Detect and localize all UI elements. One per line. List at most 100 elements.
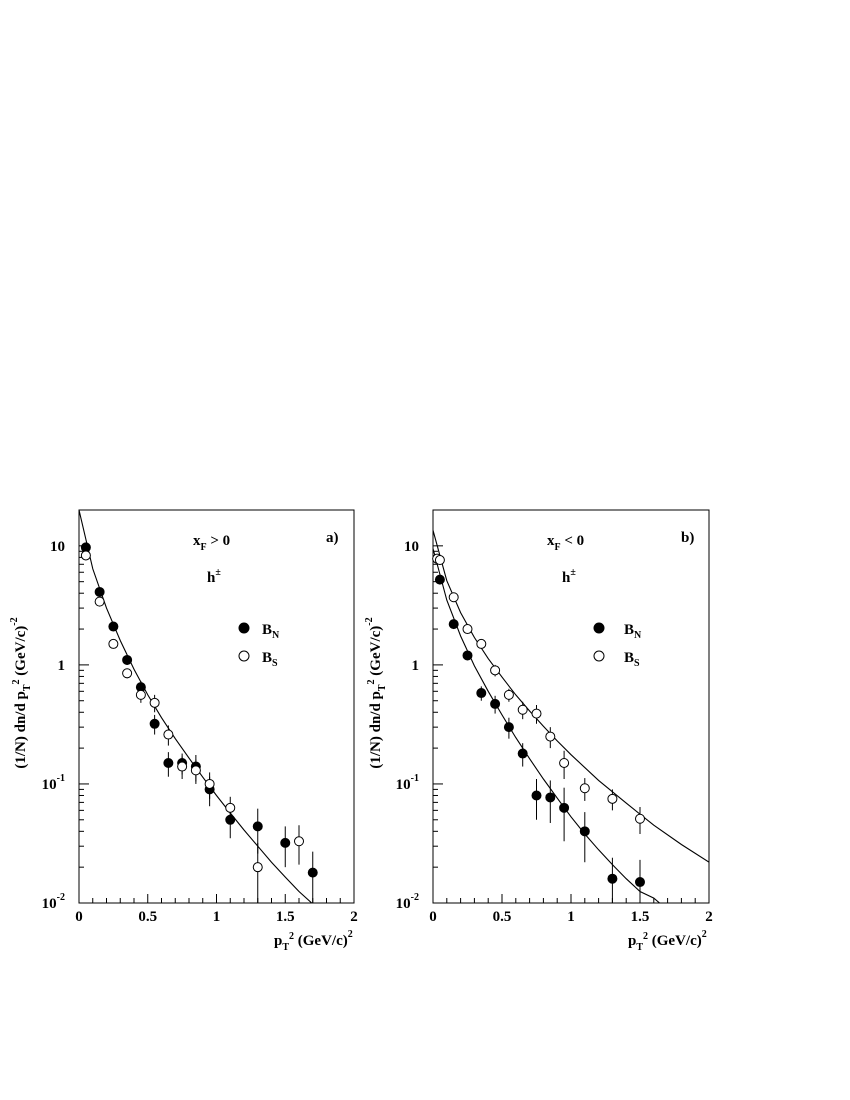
data-point-bs (462, 624, 473, 635)
data-point-bn (476, 688, 487, 699)
data-point-bs (490, 665, 501, 676)
data-point-bs (204, 778, 215, 789)
legend-label-bn-a: BN (262, 622, 280, 641)
x-tick-label: 1 (213, 909, 221, 925)
y-axis-title-a: (1/N) dn/d pT2 (GeV/c)-2 (9, 617, 33, 768)
x-tick-label: 2 (350, 909, 358, 925)
xf-annotation-a: xF > 0 (193, 533, 230, 553)
data-point-bs (149, 697, 160, 708)
legend-marker-filled-a (238, 622, 250, 634)
data-point-bn (307, 867, 318, 878)
y-tick-label: 10-2 (396, 892, 419, 912)
x-tick-label: 1.5 (276, 909, 295, 925)
y-tick-label: 10-2 (42, 892, 65, 912)
data-point-bn (280, 837, 291, 848)
data-point-bs (434, 555, 445, 566)
y-tick-label: 10 (404, 539, 419, 555)
data-point-bs (503, 689, 514, 700)
legend-label-bn-b: BN (624, 622, 642, 641)
x-tick-label: 1 (567, 909, 575, 925)
ticks-b: 0 0.5 1 1.5 2 10 1 10-1 10-2 (396, 509, 713, 925)
y-tick-label: 10-1 (42, 773, 65, 793)
data-point-bn (517, 748, 528, 759)
data-point-bs (252, 862, 263, 873)
y-tick-label: 1 (412, 658, 420, 674)
data-point-bn (503, 722, 514, 733)
x-tick-label: 2 (705, 909, 713, 925)
data-point-bs (135, 689, 146, 700)
data-point-bn (108, 621, 119, 632)
data-point-bs (94, 596, 105, 607)
data-point-bn (434, 574, 445, 585)
fit-curve (433, 530, 709, 863)
data-point-bs (531, 708, 542, 719)
error-bars-a (85, 544, 314, 903)
legend-marker-filled-b (593, 622, 605, 634)
data-point-bn (579, 826, 590, 837)
data-point-bn (531, 790, 542, 801)
data-point-bs (108, 638, 119, 649)
data-point-bs (607, 793, 618, 804)
data-point-bn (559, 802, 570, 813)
legend-a: BN BS (238, 622, 280, 669)
x-tick-label: 0 (429, 909, 437, 925)
data-point-bs (517, 704, 528, 715)
data-point-bn (462, 650, 473, 661)
data-point-bs (177, 761, 188, 772)
data-points-b (432, 553, 645, 888)
data-point-bs (635, 813, 645, 824)
legend-marker-open-a (238, 650, 250, 662)
data-point-bs (190, 765, 201, 776)
fit-curves-b (433, 530, 709, 903)
particle-annotation-a: h± (207, 567, 221, 586)
fit-curve (433, 548, 661, 903)
y-axis-title-b: (1/N) dn/d pT2 (GeV/c)-2 (364, 617, 388, 768)
particle-annotation-b: h± (562, 567, 576, 586)
x-tick-label: 0.5 (493, 909, 512, 925)
y-tick-label: 10 (50, 539, 65, 555)
data-point-bs (559, 757, 570, 768)
data-point-bs (294, 836, 304, 847)
legend-marker-open-b (593, 650, 605, 662)
legend-label-bs-a: BS (262, 650, 278, 669)
data-point-bs (476, 638, 487, 649)
data-point-bn (122, 654, 133, 665)
legend-label-bs-b: BS (624, 650, 640, 669)
x-tick-label: 1.5 (631, 909, 650, 925)
y-tick-label: 10-1 (396, 773, 419, 793)
x-axis-title-a: pT2 (GeV/c)2 (274, 929, 353, 953)
data-point-bn (545, 792, 556, 803)
data-point-bs (80, 550, 91, 561)
data-point-bs (448, 592, 459, 603)
data-point-bn (490, 698, 501, 709)
panel-label-b: b) (681, 530, 694, 546)
data-point-bn (448, 619, 459, 630)
data-point-bs (163, 729, 174, 740)
legend-b: BN BS (593, 622, 642, 669)
fit-curves-a (79, 510, 313, 903)
ticks-a: 0 0.5 1 1.5 2 10 1 10-1 10-2 (42, 509, 358, 925)
y-tick-label: 1 (58, 658, 66, 674)
data-point-bn (163, 757, 174, 768)
error-bars-b (436, 556, 641, 903)
data-point-bn (149, 718, 160, 729)
data-point-bs (122, 668, 133, 679)
data-point-bn (94, 586, 105, 597)
x-tick-label: 0.5 (138, 909, 157, 925)
data-point-bn (225, 814, 236, 825)
x-tick-label: 0 (75, 909, 83, 925)
data-point-bn (252, 821, 263, 832)
data-point-bs (545, 731, 556, 742)
x-axis-title-b: pT2 (GeV/c)2 (628, 929, 707, 953)
data-point-bs (225, 802, 236, 813)
data-point-bn (607, 873, 618, 884)
data-points-a (80, 542, 318, 878)
fit-curve (79, 510, 313, 903)
data-point-bs (579, 783, 590, 794)
data-point-bn (635, 877, 645, 888)
panel-label-a: a) (326, 530, 339, 546)
xf-annotation-b: xF < 0 (547, 533, 584, 553)
